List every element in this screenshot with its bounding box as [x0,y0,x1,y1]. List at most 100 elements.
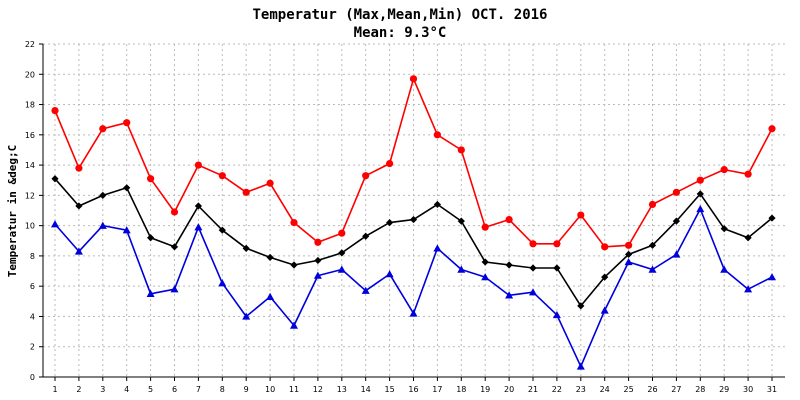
y-tick-label: 8 [30,252,35,261]
point-min [290,321,298,329]
point-max [457,146,465,154]
point-mean [170,243,179,251]
x-tick-label: 6 [172,385,177,394]
chart-title: Temperatur (Max,Mean,Min) OCT. 2016 [252,7,547,23]
x-tick-label: 27 [671,385,681,394]
x-tick-label: 23 [576,385,586,394]
x-tick-label: 21 [528,385,538,394]
point-max [505,215,513,224]
point-max [625,241,633,249]
grid-lines [43,43,785,377]
y-tick-label: 4 [30,312,35,321]
point-min [313,271,322,279]
x-tick-label: 5 [148,385,153,394]
point-mean [457,217,465,225]
point-mean [409,215,418,224]
point-min [744,285,753,293]
point-min [361,286,370,294]
point-max [51,107,59,115]
point-min [505,291,514,299]
point-max [744,170,752,178]
x-tick-label: 30 [743,385,753,394]
y-tick-label: 0 [30,373,35,382]
point-min [51,220,59,228]
point-max [218,172,226,180]
point-mean [553,264,561,272]
point-min [600,306,609,314]
point-min [122,226,131,234]
y-axis-label: Temperatur in &deg;C [6,145,19,277]
point-max [696,176,704,184]
x-tick-label: 29 [719,385,729,394]
point-mean [242,244,250,252]
x-tick-label: 12 [313,385,323,394]
x-tick-label: 13 [337,385,347,394]
point-mean [194,202,202,210]
point-min [672,250,681,258]
point-mean [481,258,489,266]
point-mean [672,217,680,225]
point-mean [218,226,226,234]
x-tick-label: 25 [624,385,634,394]
point-mean [720,225,728,233]
x-tick-label: 20 [504,385,514,394]
x-tick-label: 1 [52,385,57,394]
x-tick-label: 2 [76,385,81,394]
point-mean [362,232,370,240]
point-mean [314,256,322,265]
point-mean [266,253,274,262]
y-tick-labels: 0 2 4 6 8 10 12 14 16 18 20 22 [25,40,35,382]
point-mean [529,264,537,272]
point-min [457,265,466,273]
point-max [768,125,776,133]
point-max [481,223,489,231]
point-mean [290,261,298,269]
point-mean [99,191,107,199]
point-min [385,270,394,278]
x-tick-label: 8 [220,385,225,394]
point-min [648,265,657,273]
point-max [75,164,83,172]
point-max [194,161,202,169]
point-max [362,172,370,180]
y-tick-label: 16 [25,131,35,140]
point-min [768,273,776,281]
x-tick-label: 22 [552,385,562,394]
point-min [552,310,561,319]
point-min [218,279,227,287]
point-max [123,119,131,127]
point-min [74,247,83,255]
point-min [146,289,155,297]
point-mean [625,250,633,258]
x-tick-label: 4 [124,385,129,394]
x-tick-label: 7 [196,385,201,394]
x-tick-label: 28 [695,385,705,394]
point-min [433,244,442,252]
x-tick-label: 15 [385,385,395,394]
point-max [147,175,155,183]
x-tick-label: 26 [647,385,657,394]
point-mean [75,202,83,210]
point-mean [696,190,704,198]
point-max [386,159,394,168]
point-max [409,75,418,83]
point-mean [147,234,155,242]
point-min [624,257,633,266]
x-tick-label: 18 [456,385,466,394]
axes [39,43,785,381]
x-tick-label: 17 [432,385,442,394]
x-tick-label: 11 [289,385,299,394]
point-max [242,188,250,196]
point-max [720,166,728,174]
y-tick-label: 12 [25,191,35,200]
point-mean [768,214,776,222]
point-max [601,243,609,251]
point-max [433,131,441,139]
point-max [266,179,274,187]
point-min [481,273,490,281]
point-mean [601,273,609,281]
point-min [98,221,107,229]
point-mean [123,184,131,192]
point-mean [51,175,59,183]
y-tick-label: 6 [30,282,35,291]
